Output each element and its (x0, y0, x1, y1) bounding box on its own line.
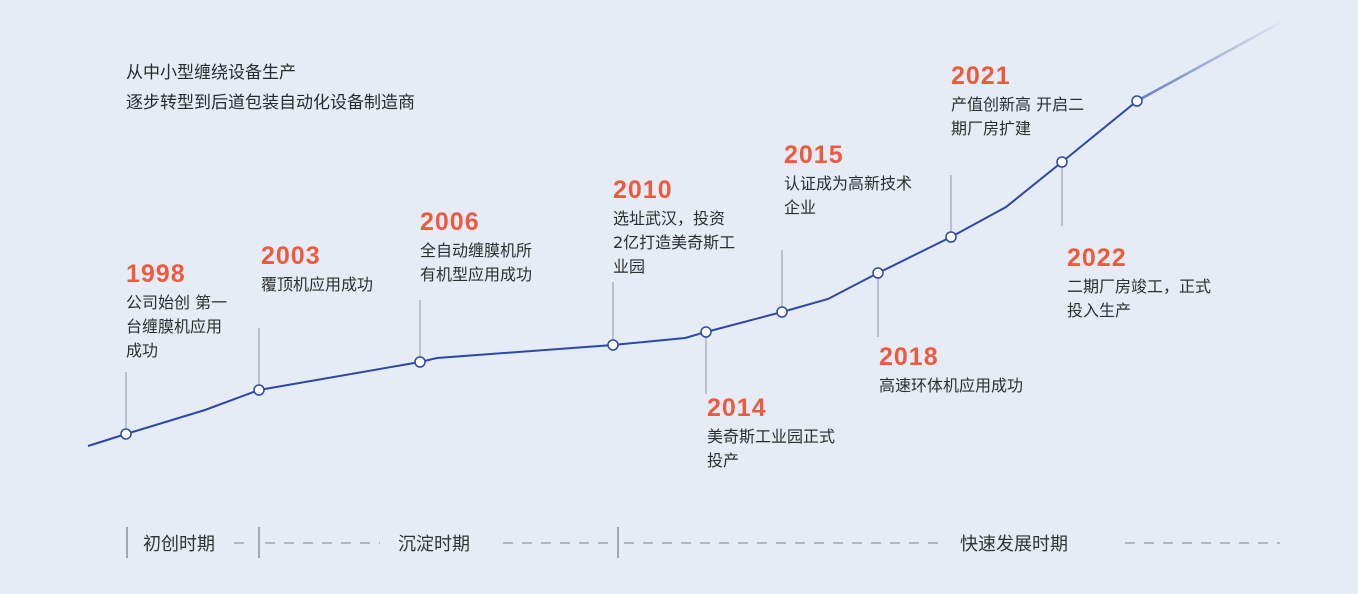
event-year: 2015 (784, 141, 844, 169)
growth-line (87, 100, 1138, 447)
event-1998: 1998 公司始创 第一 台缠膜机应用 成功 (126, 260, 228, 360)
point-2006 (414, 356, 426, 368)
event-year: 2022 (1067, 244, 1127, 272)
event-year: 2010 (613, 176, 673, 204)
point-2003 (253, 384, 265, 396)
phase-accumulation: 沉淀时期 (398, 534, 470, 555)
intro-text: 从中小型缠绕设备生产 逐步转型到后道包装自动化设备制造商 (126, 63, 415, 113)
event-year: 2014 (707, 394, 767, 422)
event-2010: 2010 选址武汉，投资 2亿打造美奇斯工 业园 (613, 176, 736, 276)
event-year: 2006 (420, 208, 480, 236)
event-2015: 2015 认证成为高新技术 企业 (784, 141, 913, 217)
point-2014 (700, 326, 712, 338)
event-2014: 2014 美奇斯工业园正式 投产 (707, 394, 836, 470)
growth-line-fade (1136, 18, 1286, 103)
event-year: 2018 (879, 343, 939, 371)
event-2022: 2022 二期厂房竣工，正式 投入生产 (1067, 244, 1212, 320)
connector-lines (125, 166, 1063, 430)
point-1998 (120, 428, 132, 440)
point-end (1131, 95, 1143, 107)
event-year: 2003 (261, 242, 321, 270)
event-2018: 2018 高速环体机应用成功 (879, 343, 1024, 395)
point-2015 (776, 306, 788, 318)
phase-rapid-growth: 快速发展时期 (960, 534, 1068, 555)
point-2018 (872, 267, 884, 279)
event-2003: 2003 覆顶机应用成功 (261, 242, 374, 294)
event-2021: 2021 产值创新高 开启二 期厂房扩建 (951, 62, 1085, 138)
event-year: 1998 (126, 260, 186, 288)
point-2010 (607, 339, 619, 351)
event-year: 2021 (951, 62, 1011, 90)
point-2021 (945, 231, 957, 243)
point-2022 (1056, 156, 1068, 168)
event-2006: 2006 全自动缠膜机所 有机型应用成功 (420, 208, 533, 284)
phase-ticks (126, 527, 619, 558)
phase-startup: 初创时期 (143, 534, 215, 555)
